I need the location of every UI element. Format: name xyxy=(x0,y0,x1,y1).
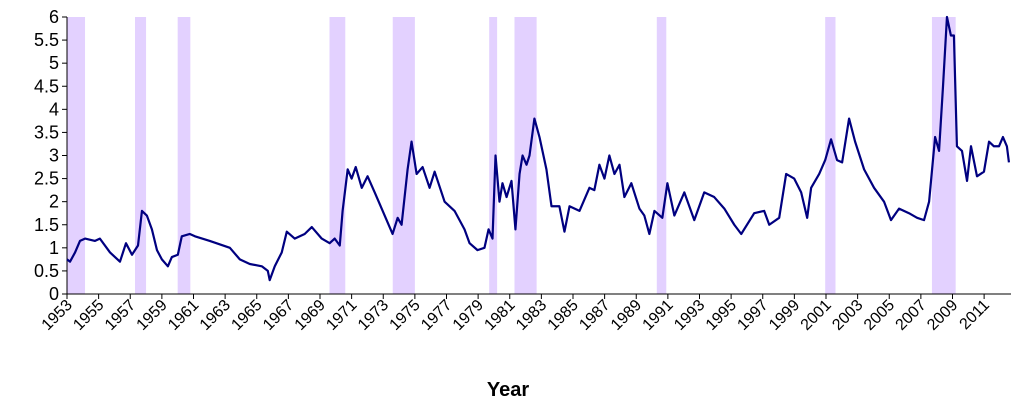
x-tick-label: 1991 xyxy=(640,297,677,334)
y-tick-label: 2.5 xyxy=(34,169,59,189)
y-tick-label: 3.5 xyxy=(34,122,59,142)
y-tick-label: 0.5 xyxy=(34,261,59,281)
x-tick-label: 1993 xyxy=(671,297,708,334)
shaded-range xyxy=(514,17,537,294)
shaded-range xyxy=(177,17,191,294)
x-tick-label: 2003 xyxy=(829,297,866,334)
x-tick-label: 1979 xyxy=(450,297,487,334)
x-tick-label: 1963 xyxy=(197,297,234,334)
x-tick-label: 1975 xyxy=(387,297,424,334)
x-tick-label: 1967 xyxy=(260,297,297,334)
x-tick-label: 1999 xyxy=(766,297,803,334)
x-tick-label: 2005 xyxy=(861,297,898,334)
y-tick-label: 1.5 xyxy=(34,215,59,235)
x-axis-label: Year xyxy=(487,379,529,401)
x-tick-label: 1955 xyxy=(70,297,107,334)
x-tick-label: 1985 xyxy=(545,297,582,334)
shaded-range xyxy=(931,17,956,294)
y-tick-label: 3 xyxy=(49,146,59,166)
y-tick-label: 5 xyxy=(49,53,59,73)
shaded-range xyxy=(825,17,836,294)
shaded-range xyxy=(656,17,667,294)
x-tick-label: 1995 xyxy=(703,297,740,334)
data-line xyxy=(66,15,1011,282)
x-tick-label: 1981 xyxy=(481,297,518,334)
y-tick-label: 5.5 xyxy=(34,30,59,50)
x-tick-label: 1971 xyxy=(323,297,360,334)
x-tick-label: 2001 xyxy=(798,297,835,334)
y-tick-label: 4.5 xyxy=(34,76,59,96)
x-tick-label: 1969 xyxy=(292,297,329,334)
x-tick-label: 1953 xyxy=(39,297,76,334)
x-tick-label: 1989 xyxy=(608,297,645,334)
shaded-range xyxy=(134,17,147,294)
x-tick-label: 1957 xyxy=(102,297,139,334)
x-tick-label: 1959 xyxy=(134,297,171,334)
x-tick-label: 2007 xyxy=(893,297,930,334)
x-tick-label: 1997 xyxy=(734,297,771,334)
x-tick-label: 1987 xyxy=(576,297,613,334)
x-tick-label: 1973 xyxy=(355,297,392,334)
y-tick-label: 6 xyxy=(49,7,59,27)
shaded-range xyxy=(329,17,346,294)
y-tick-label: 1 xyxy=(49,238,59,258)
x-tick-label: 2011 xyxy=(957,297,993,333)
x-tick-label: 2009 xyxy=(924,297,961,334)
shaded-range xyxy=(489,17,498,294)
x-tick-label: 1965 xyxy=(228,297,265,334)
y-tick-label: 4 xyxy=(49,99,59,119)
x-tick-label: 1983 xyxy=(513,297,550,334)
x-tick-label: 1961 xyxy=(165,297,202,334)
y-tick-label: 0 xyxy=(49,284,59,304)
y-tick-label: 2 xyxy=(49,192,59,212)
shaded-range xyxy=(392,17,415,294)
x-tick-label: 1977 xyxy=(418,297,455,334)
shaded-range xyxy=(67,17,86,294)
